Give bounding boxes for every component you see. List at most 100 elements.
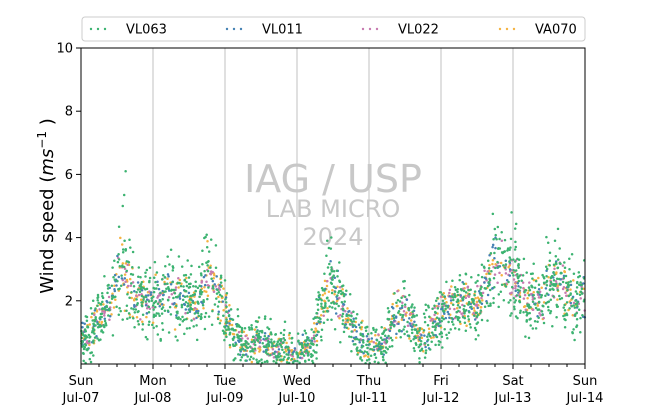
data-point (135, 294, 138, 298)
data-point (536, 308, 539, 311)
data-point (497, 293, 501, 296)
data-point (485, 301, 489, 305)
data-point (222, 287, 225, 290)
x-tick-label-date: Jul-14 (566, 391, 604, 406)
data-point (574, 290, 578, 293)
data-point (142, 286, 145, 290)
data-point (240, 337, 244, 340)
data-point (263, 360, 267, 364)
data-point (161, 298, 164, 301)
data-point (422, 312, 426, 316)
data-point (149, 293, 153, 296)
data-point (513, 248, 517, 251)
data-point (350, 349, 353, 353)
data-point (389, 336, 393, 340)
data-point (456, 298, 460, 301)
data-point (387, 310, 391, 313)
data-point (137, 323, 141, 326)
data-point (480, 275, 484, 279)
data-point (528, 311, 531, 315)
data-point (93, 313, 96, 317)
data-point (552, 270, 555, 274)
data-point (90, 312, 94, 315)
data-point (312, 321, 316, 325)
data-point (303, 329, 307, 332)
data-point (253, 351, 256, 355)
data-point (286, 346, 290, 349)
data-point (142, 298, 145, 301)
data-point (423, 334, 426, 337)
data-point (476, 313, 480, 317)
data-point (174, 335, 177, 338)
data-point (322, 288, 326, 291)
data-point (331, 289, 334, 292)
data-point (214, 266, 218, 270)
data-point (497, 305, 500, 309)
legend-marker (103, 27, 107, 31)
data-point (430, 340, 433, 343)
data-point (542, 316, 545, 320)
data-point (239, 346, 242, 349)
data-point (212, 287, 215, 290)
data-point (542, 321, 546, 325)
data-point (547, 309, 550, 312)
data-point (508, 270, 512, 273)
data-point (342, 294, 346, 298)
data-point (136, 301, 139, 305)
data-point (303, 343, 307, 346)
data-point (94, 317, 97, 321)
data-point (487, 280, 490, 284)
data-point (501, 251, 504, 255)
data-point (533, 303, 537, 306)
data-point (230, 317, 233, 321)
data-point (342, 330, 346, 334)
data-point (119, 309, 122, 313)
data-point (199, 288, 202, 292)
data-point (328, 262, 331, 266)
data-point (122, 283, 126, 286)
data-point (472, 311, 475, 315)
data-point (450, 285, 453, 288)
data-point (293, 359, 297, 363)
data-point (214, 285, 218, 288)
legend: VL063 VL011 VL022 VA070 (81, 16, 586, 42)
data-point (106, 287, 110, 290)
data-point (479, 306, 483, 309)
data-point (553, 239, 557, 243)
data-point (169, 313, 173, 316)
data-point (161, 328, 165, 332)
data-point (367, 358, 371, 361)
data-point (166, 298, 170, 302)
data-point (522, 310, 525, 314)
data-point (555, 277, 559, 281)
data-point (458, 278, 461, 282)
data-point (232, 332, 236, 336)
data-point (326, 279, 329, 283)
data-point (125, 304, 129, 308)
data-point (375, 339, 379, 342)
data-point (288, 337, 291, 340)
data-point (449, 328, 452, 331)
data-point (575, 286, 579, 289)
data-point (568, 267, 571, 271)
data-point (555, 262, 558, 266)
data-point (230, 323, 234, 327)
data-point (206, 297, 209, 301)
data-point (245, 340, 248, 344)
data-point (357, 323, 361, 327)
data-point (205, 233, 208, 237)
data-point (270, 345, 274, 348)
data-point (164, 290, 167, 293)
data-point (549, 298, 553, 302)
legend-marker (361, 27, 365, 31)
data-point (544, 287, 548, 290)
data-point (359, 357, 362, 360)
data-point (202, 306, 205, 310)
data-point (472, 307, 476, 310)
data-point (355, 349, 359, 352)
data-point (551, 324, 554, 328)
data-point (439, 340, 442, 344)
data-point (545, 235, 548, 239)
data-point (225, 335, 228, 339)
